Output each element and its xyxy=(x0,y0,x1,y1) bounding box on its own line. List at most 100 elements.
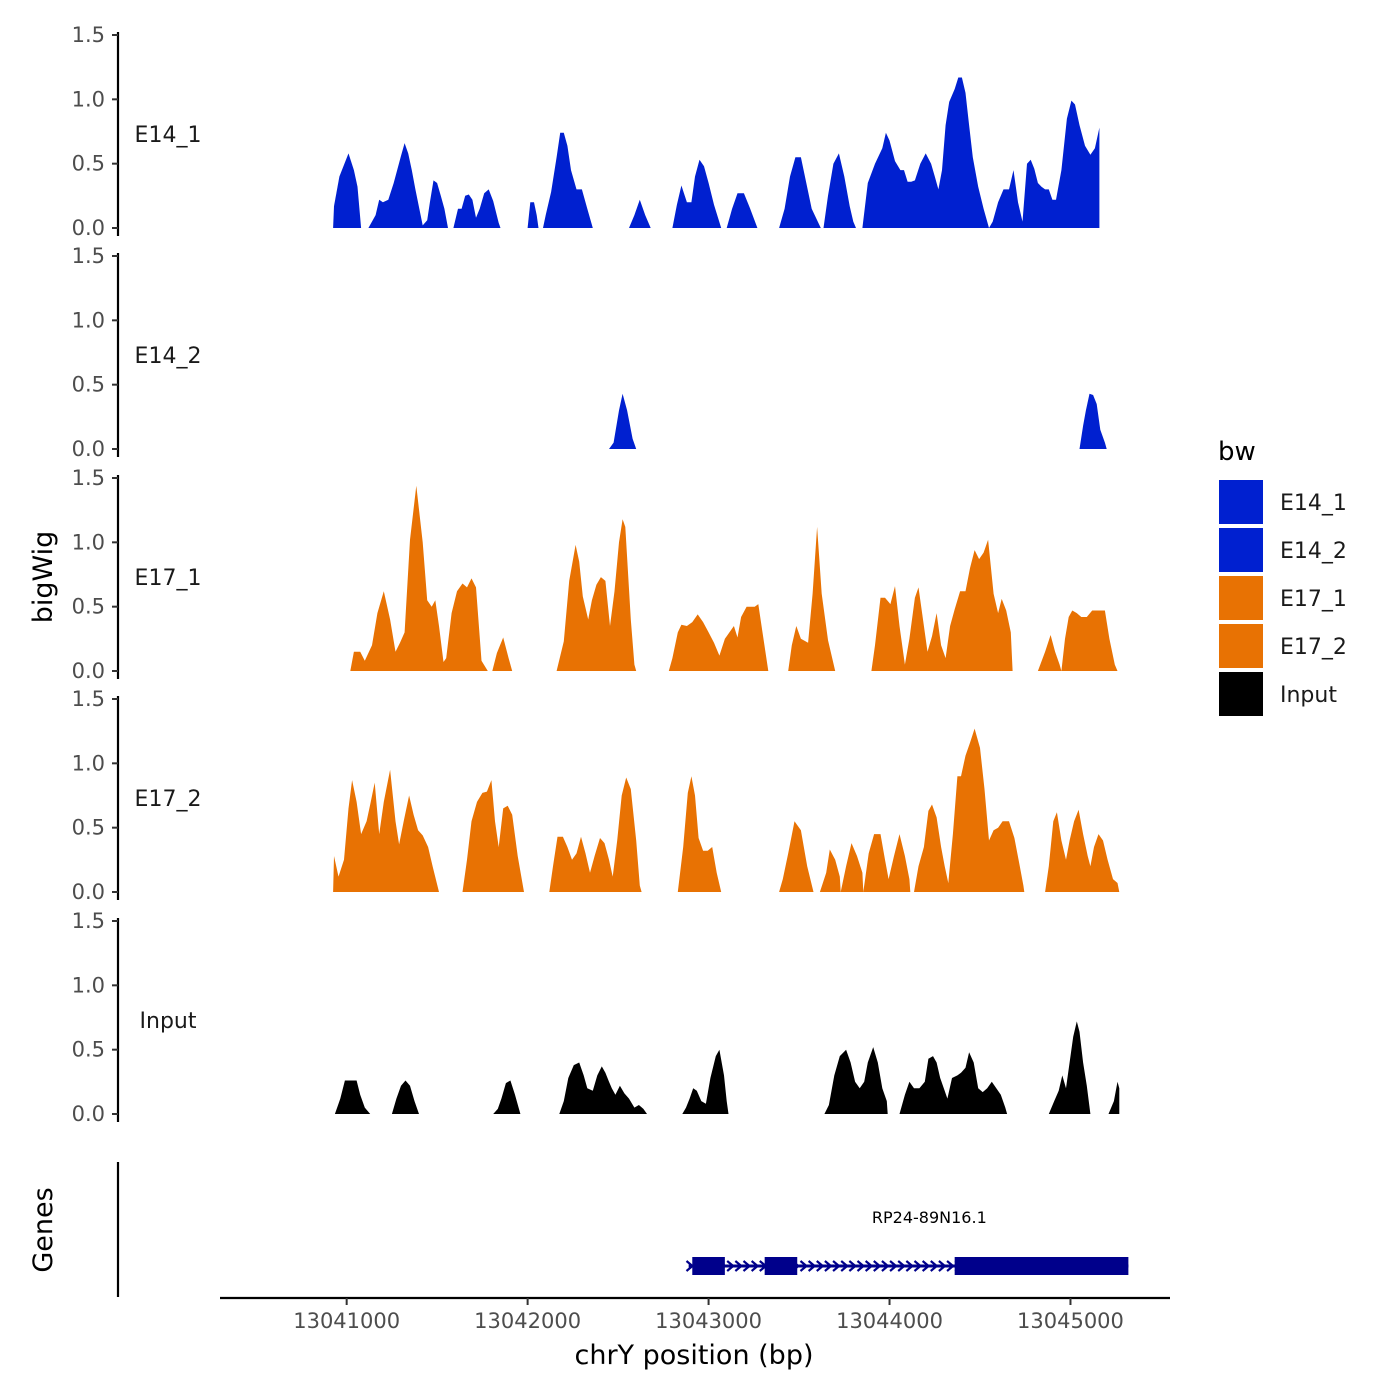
track-label: E17_1 xyxy=(135,566,202,591)
gene-exon xyxy=(954,1257,1129,1275)
coverage-peak xyxy=(333,769,439,892)
strand-arrow xyxy=(856,1260,866,1272)
track-label: E14_1 xyxy=(135,123,202,148)
track-e14_2: 0.0 0.5 1.0 1.5 E14_2 xyxy=(72,244,1107,461)
y-tick-label: 1.0 xyxy=(72,87,105,111)
track-label: E17_2 xyxy=(135,787,202,812)
track-input: 0.0 0.5 1.0 1.5 Input xyxy=(72,909,1120,1126)
y-tick-label: 0.5 xyxy=(72,373,105,397)
strand-arrow xyxy=(734,1260,744,1272)
track-label: E14_2 xyxy=(135,344,202,369)
strand-arrow xyxy=(873,1260,882,1272)
y-tick-label: 1.0 xyxy=(72,973,105,997)
coverage-peak xyxy=(871,539,1013,671)
strand-arrow xyxy=(897,1260,906,1272)
genes-panel: RP24-89N16.1 xyxy=(116,1162,1129,1297)
y-axis-title: bigWig xyxy=(28,531,59,624)
track-e14_1: 0.0 0.5 1.0 1.5 E14_1 xyxy=(72,23,1100,240)
y-tick-label: 0.0 xyxy=(72,216,105,240)
coverage-peak xyxy=(462,780,524,892)
coverage-peak xyxy=(559,1062,647,1114)
strand-arrow xyxy=(824,1260,833,1272)
strand-arrow xyxy=(840,1260,849,1272)
legend-label: E14_2 xyxy=(1280,539,1347,564)
strand-arrow xyxy=(930,1260,939,1272)
coverage-peak xyxy=(788,526,836,671)
legend-entry-e14_1: E14_1 xyxy=(1219,480,1347,524)
coverage-peak xyxy=(629,199,651,228)
strand-arrow xyxy=(921,1260,931,1272)
x-tick-label: 13043000 xyxy=(655,1309,762,1333)
coverage-peak xyxy=(391,1080,419,1114)
gene-exon xyxy=(692,1257,725,1275)
gene-exon xyxy=(764,1257,798,1275)
coverage-peak xyxy=(1061,610,1118,671)
y-tick-label: 1.0 xyxy=(72,530,105,554)
y-tick-label: 1.5 xyxy=(72,244,105,268)
y-tick-label: 0.0 xyxy=(72,437,105,461)
strand-arrow xyxy=(946,1260,955,1272)
strand-arrow xyxy=(864,1260,874,1272)
coverage-peak xyxy=(862,77,1100,228)
coverage-peak xyxy=(609,393,637,449)
legend-entry-e14_2: E14_2 xyxy=(1219,528,1347,572)
coverage-peak xyxy=(453,189,501,228)
x-tick-label: 13042000 xyxy=(474,1309,581,1333)
y-tick-label: 0.5 xyxy=(72,595,105,619)
track-e17_2: 0.0 0.5 1.0 1.5 E17_2 xyxy=(72,687,1120,904)
legend-label: E14_1 xyxy=(1280,491,1347,516)
coverage-peak xyxy=(840,843,864,892)
coverage-peak xyxy=(492,637,513,671)
strand-arrow xyxy=(807,1260,817,1272)
coverage-peak xyxy=(493,1080,521,1114)
x-tick-label: 13041000 xyxy=(293,1309,400,1333)
coverage-peak xyxy=(779,153,856,228)
coverage-peak xyxy=(333,153,362,228)
coverage-peak xyxy=(1037,635,1062,671)
x-axis: 13041000 13042000 13043000 13044000 13045000 xyxy=(220,1296,1170,1333)
coverage-peak xyxy=(863,834,911,892)
coverage-peak xyxy=(549,777,642,892)
legend-label: Input xyxy=(1280,683,1337,708)
y-tick-label: 0.5 xyxy=(72,816,105,840)
coverage-peak xyxy=(1079,393,1107,449)
coverage-peak xyxy=(824,1047,888,1114)
y-tick-label: 0.0 xyxy=(72,880,105,904)
strand-arrow xyxy=(832,1260,841,1272)
strand-arrow xyxy=(750,1260,760,1272)
y-tick-label: 1.0 xyxy=(72,751,105,775)
y-tick-label: 0.0 xyxy=(72,659,105,683)
x-axis-title: chrY position (bp) xyxy=(574,1340,813,1371)
legend-swatch xyxy=(1219,576,1263,620)
legend-swatch xyxy=(1219,480,1263,524)
coverage-peak xyxy=(527,202,539,228)
strand-arrow xyxy=(816,1260,825,1272)
strand-arrow xyxy=(799,1260,809,1272)
legend-label: E17_1 xyxy=(1280,587,1347,612)
coverage-peak xyxy=(726,193,758,228)
coverage-peak xyxy=(668,604,769,671)
track-e17_1: 0.0 0.5 1.0 1.5 E17_1 xyxy=(72,466,1118,683)
coverage-peak xyxy=(1045,809,1120,892)
strand-arrow xyxy=(938,1260,947,1272)
coverage-peak xyxy=(1108,1081,1120,1114)
y-tick-label: 1.5 xyxy=(72,23,105,47)
track-panels: 0.0 0.5 1.0 1.5 E14_1 0.0 0.5 1.0 1.5 E14_2 0.0 0.5… xyxy=(72,23,1120,1126)
coverage-peak xyxy=(779,821,814,892)
strand-arrow xyxy=(905,1260,915,1272)
coverage-peak xyxy=(350,485,488,671)
strand-arrow xyxy=(848,1260,858,1272)
legend-title: bw xyxy=(1218,437,1256,467)
legend-entry-e17_2: E17_2 xyxy=(1219,624,1347,668)
legend-swatch xyxy=(1219,624,1263,668)
gene-label: RP24-89N16.1 xyxy=(872,1208,987,1227)
x-tick-label: 13045000 xyxy=(1017,1309,1124,1333)
coverage-peak xyxy=(677,776,722,892)
y-tick-label: 1.5 xyxy=(72,687,105,711)
y-tick-label: 1.5 xyxy=(72,909,105,933)
coverage-peak xyxy=(543,132,593,228)
coverage-peak xyxy=(672,159,722,228)
strand-arrow xyxy=(742,1260,752,1272)
coverage-peak xyxy=(368,143,448,228)
